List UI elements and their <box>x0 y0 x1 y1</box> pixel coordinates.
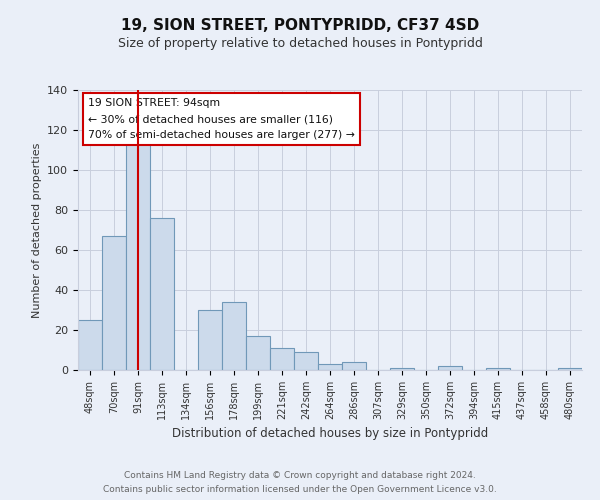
Bar <box>126 134 150 370</box>
X-axis label: Distribution of detached houses by size in Pontypridd: Distribution of detached houses by size … <box>172 428 488 440</box>
Text: Contains public sector information licensed under the Open Government Licence v3: Contains public sector information licen… <box>103 484 497 494</box>
Bar <box>198 310 222 370</box>
Bar <box>390 368 414 370</box>
Text: 19 SION STREET: 94sqm
← 30% of detached houses are smaller (116)
70% of semi-det: 19 SION STREET: 94sqm ← 30% of detached … <box>88 98 355 140</box>
Bar <box>486 368 510 370</box>
Bar <box>318 364 342 370</box>
Bar <box>438 366 462 370</box>
Bar <box>102 236 126 370</box>
Text: Size of property relative to detached houses in Pontypridd: Size of property relative to detached ho… <box>118 38 482 51</box>
Bar <box>150 218 174 370</box>
Bar <box>270 348 294 370</box>
Bar <box>78 320 102 370</box>
Bar <box>246 336 270 370</box>
Bar <box>342 362 366 370</box>
Text: Contains HM Land Registry data © Crown copyright and database right 2024.: Contains HM Land Registry data © Crown c… <box>124 472 476 480</box>
Y-axis label: Number of detached properties: Number of detached properties <box>32 142 41 318</box>
Bar <box>558 368 582 370</box>
Bar <box>222 302 246 370</box>
Text: 19, SION STREET, PONTYPRIDD, CF37 4SD: 19, SION STREET, PONTYPRIDD, CF37 4SD <box>121 18 479 32</box>
Bar <box>294 352 318 370</box>
